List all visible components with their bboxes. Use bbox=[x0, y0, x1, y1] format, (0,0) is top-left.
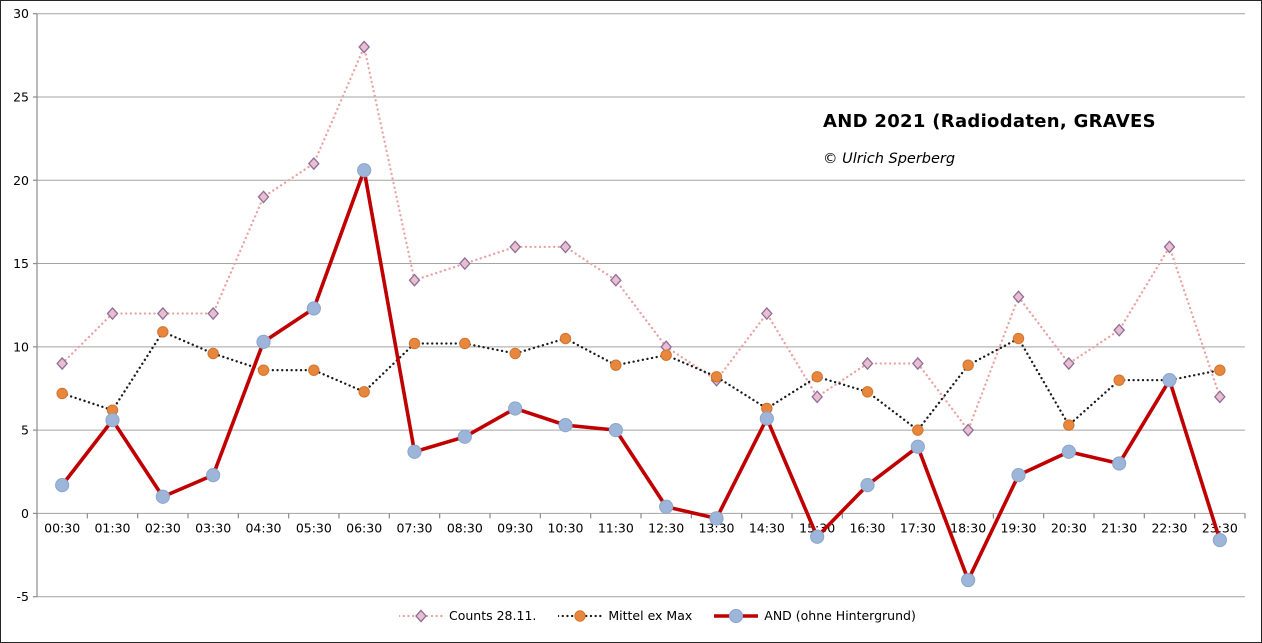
x-tick-label: 03:30 bbox=[195, 520, 231, 535]
counts-series-sample-icon bbox=[399, 608, 443, 623]
legend-label-and: AND (ohne Hintergrund) bbox=[764, 608, 916, 623]
y-tick-label: 20 bbox=[13, 173, 29, 188]
y-tick-label: 10 bbox=[13, 339, 29, 354]
x-tick-label: 06:30 bbox=[346, 520, 382, 535]
x-tick-label: 12:30 bbox=[648, 520, 684, 535]
x-tick-label: 02:30 bbox=[145, 520, 181, 535]
y-tick-label: 0 bbox=[21, 506, 29, 521]
x-tick-label: 18:30 bbox=[950, 520, 986, 535]
x-tick-label: 15:30 bbox=[799, 520, 835, 535]
x-tick-label: 19:30 bbox=[1000, 520, 1036, 535]
series-0 bbox=[56, 40, 1226, 437]
x-tick-label: 22:30 bbox=[1151, 520, 1187, 535]
legend-item-mittel: Mittel ex Max bbox=[558, 608, 692, 623]
x-tick-label: 16:30 bbox=[849, 520, 885, 535]
x-tick-label: 09:30 bbox=[497, 520, 533, 535]
legend-item-and: AND (ohne Hintergrund) bbox=[714, 608, 916, 623]
legend-item-counts: Counts 28.11. bbox=[399, 608, 536, 623]
x-tick-label: 11:30 bbox=[598, 520, 634, 535]
x-tick-label: 13:30 bbox=[698, 520, 734, 535]
x-tick-label: 21:30 bbox=[1101, 520, 1137, 535]
and-series-sample-icon bbox=[714, 608, 759, 623]
x-tick-label: 20:30 bbox=[1051, 520, 1087, 535]
mittel-series-sample-icon bbox=[558, 609, 603, 622]
x-tick-label: 01:30 bbox=[94, 520, 130, 535]
x-tick-label: 23:30 bbox=[1202, 520, 1238, 535]
gridlines bbox=[33, 13, 1246, 598]
x-tick-label: 07:30 bbox=[396, 520, 432, 535]
x-tick-label: 10:30 bbox=[547, 520, 583, 535]
y-tick-label: 5 bbox=[21, 423, 29, 438]
legend-label-counts: Counts 28.11. bbox=[449, 608, 537, 623]
chart-subtitle: © Ulrich Sperberg bbox=[823, 151, 956, 167]
x-tick-label: 04:30 bbox=[245, 520, 281, 535]
axis-labels: 30 25 20 15 10 5 0 -5 00:30 01:30 02:30 03:30 04:30 0… bbox=[13, 6, 1238, 604]
x-tick-label: 00:30 bbox=[44, 520, 80, 535]
x-tick-label: 05:30 bbox=[296, 520, 332, 535]
x-tick-label: 17:30 bbox=[900, 520, 936, 535]
y-tick-label: -5 bbox=[17, 589, 29, 604]
chart-title: AND 2021 (Radiodaten, GRAVES bbox=[823, 111, 1156, 132]
chart-legend: Counts 28.11. Mittel ex Max AND (ohne Hi… bbox=[399, 608, 916, 623]
x-tick-label: 08:30 bbox=[447, 520, 483, 535]
y-tick-label: 30 bbox=[13, 6, 29, 21]
y-tick-label: 25 bbox=[13, 89, 29, 104]
legend-label-mittel: Mittel ex Max bbox=[608, 608, 693, 623]
y-tick-label: 15 bbox=[13, 256, 29, 271]
x-tick-label: 14:30 bbox=[749, 520, 785, 535]
series-2 bbox=[55, 163, 1227, 588]
series-1 bbox=[56, 326, 1226, 436]
